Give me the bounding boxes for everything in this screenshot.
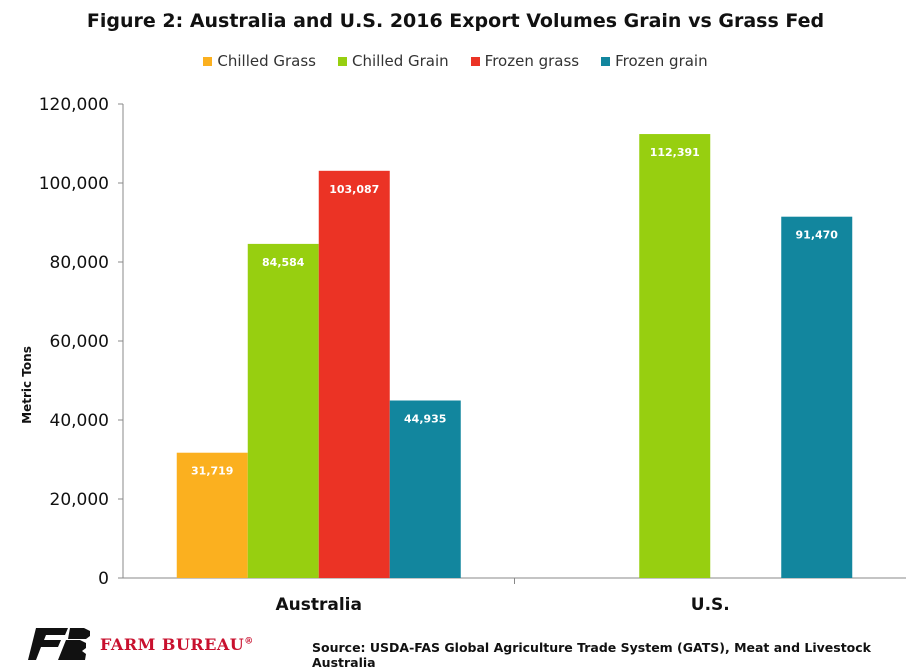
y-tick-label: 20,000 bbox=[50, 490, 109, 510]
chart-title: Figure 2: Australia and U.S. 2016 Export… bbox=[86, 10, 825, 32]
legend-item: Frozen grain bbox=[601, 52, 708, 70]
farm-bureau-logo-icon bbox=[28, 628, 90, 660]
bar bbox=[389, 400, 461, 578]
data-label: 44,935 bbox=[404, 413, 446, 426]
bar bbox=[318, 170, 390, 579]
data-label: 103,087 bbox=[329, 183, 379, 196]
y-tick-label: 40,000 bbox=[50, 411, 109, 431]
legend-item: Chilled Grain bbox=[338, 52, 449, 70]
data-label: 84,584 bbox=[262, 256, 305, 269]
y-axis-label: Metric Tons bbox=[20, 346, 34, 424]
farm-bureau-logo-text: FARM BUREAU® bbox=[100, 634, 254, 654]
legend-item: Chilled Grass bbox=[203, 52, 316, 70]
legend-item: Frozen grass bbox=[470, 52, 580, 70]
legend: Chilled Grass Chilled Grain Frozen grass Fr… bbox=[0, 50, 911, 72]
bar bbox=[176, 452, 248, 578]
x-category-label: U.S. bbox=[691, 595, 730, 615]
x-category-label: Australia bbox=[276, 595, 363, 615]
legend-label: Chilled Grain bbox=[352, 52, 449, 70]
legend-swatch bbox=[203, 56, 213, 66]
bar bbox=[247, 243, 319, 579]
y-tick-label: 100,000 bbox=[39, 174, 109, 194]
data-label: 112,391 bbox=[650, 146, 700, 159]
y-tick-label: 120,000 bbox=[39, 95, 109, 115]
bar bbox=[639, 134, 711, 579]
y-tick-label: 80,000 bbox=[50, 253, 109, 273]
legend-swatch bbox=[338, 56, 347, 66]
legend-label: Frozen grain bbox=[615, 52, 708, 70]
farm-bureau-logo: FARM BUREAU® bbox=[28, 628, 254, 660]
legend-label: Chilled Grass bbox=[217, 52, 316, 70]
legend-swatch bbox=[470, 56, 480, 66]
legend-label: Frozen grass bbox=[484, 52, 580, 70]
bar bbox=[781, 216, 853, 579]
legend-swatch bbox=[601, 56, 611, 66]
data-label: 91,470 bbox=[796, 229, 839, 242]
data-label: 31,719 bbox=[191, 465, 233, 478]
y-tick-label: 60,000 bbox=[50, 332, 109, 352]
y-tick-label: 0 bbox=[98, 569, 109, 589]
